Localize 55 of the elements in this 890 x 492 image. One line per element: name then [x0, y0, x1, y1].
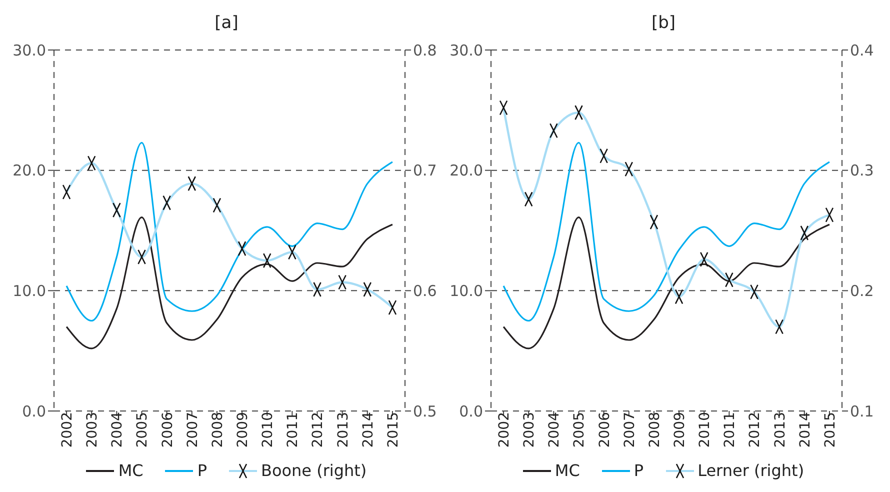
line-series: [502, 142, 830, 322]
y2-tick-label: 0.3: [850, 162, 874, 180]
y2-tick-label: 0.1: [850, 402, 874, 420]
x-tick-label: 2015: [822, 412, 838, 448]
x-tick-label: 2008: [646, 412, 663, 448]
x-tick-label: 2006: [596, 412, 613, 448]
x-tick-label: 2005: [572, 412, 588, 448]
x-tick-label: 2014: [360, 412, 376, 448]
y2-tick-label: 0.4: [850, 41, 874, 60]
chart-title: [b]: [650, 12, 677, 35]
x-tick-label: 2009: [672, 412, 688, 448]
x-tick-label: 2010: [697, 412, 714, 448]
y2-tick-label: 0.5: [413, 402, 437, 420]
x-tick-label: 2004: [546, 412, 563, 448]
x-tick-label: 2015: [385, 412, 402, 448]
y2-tick-label: 0.7: [413, 162, 437, 180]
x-tick-label: 2003: [522, 412, 538, 448]
y-tick-label: 0.0: [22, 402, 46, 420]
x-tick-label: 2012: [747, 412, 764, 448]
line-series: [502, 216, 830, 350]
x-tick-label: 2011: [285, 412, 302, 448]
x-tick-label: 2010: [260, 412, 276, 448]
legend-label: Boone (right): [260, 461, 367, 480]
legend-label: P: [197, 461, 207, 480]
y-tick-label: 10.0: [12, 282, 46, 300]
y2-tick-label: 0.6: [413, 282, 437, 300]
chart-title: [a]: [214, 12, 240, 35]
y2-tick-label: 0.2: [850, 282, 874, 300]
x-tick-label: 2003: [84, 412, 101, 448]
x-tick-label: 2006: [160, 412, 176, 448]
legend-label: MC: [118, 461, 144, 480]
legend-label: Lerner (right): [698, 461, 804, 480]
y-tick-label: 30.0: [12, 41, 46, 60]
x-tick-label: 2009: [234, 412, 251, 448]
x-tick-label: 2002: [496, 412, 512, 448]
x-tick-label: 2012: [310, 412, 326, 448]
y-tick-label: 0.0: [459, 402, 483, 420]
y-tick-label: 20.0: [450, 162, 483, 180]
x-tick-label: 2014: [797, 412, 814, 448]
legend-label: P: [634, 461, 644, 480]
y2-tick-label: 0.8: [413, 41, 437, 60]
x-tick-label: 2007: [622, 412, 638, 448]
x-tick-label: 2005: [134, 412, 151, 448]
y-tick-label: 20.0: [12, 162, 46, 180]
legend-label: MC: [554, 461, 580, 480]
x-tick-label: 2013: [335, 412, 352, 448]
x-tick-label: 2002: [59, 412, 76, 448]
line-series: [66, 216, 394, 350]
x-tick-label: 2008: [210, 412, 226, 448]
x-tick-label: 2011: [722, 412, 738, 448]
x-tick-label: 2013: [772, 412, 788, 448]
y-tick-label: 30.0: [450, 41, 483, 60]
x-tick-label: 2004: [110, 412, 126, 448]
x-tick-label: 2007: [184, 412, 201, 448]
y-tick-label: 10.0: [450, 282, 483, 300]
